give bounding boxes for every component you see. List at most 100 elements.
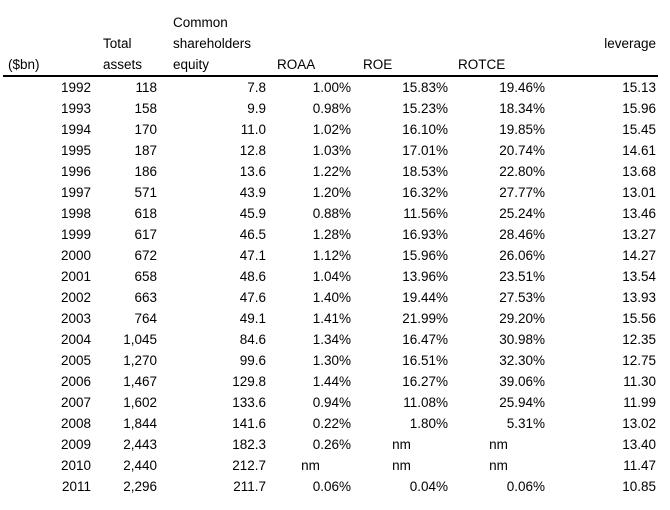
cell-leverage: 13.02 — [622, 416, 656, 431]
table-row: 1998 618 45.9 0.88% 11.56% 25.24% 13.46 — [3, 203, 658, 224]
cell-total-assets: 1,467 — [123, 374, 157, 389]
cell-year: 2004 — [60, 332, 91, 347]
cell-leverage: 13.93 — [622, 290, 656, 305]
cell-common-shareholders-equity: 211.7 — [233, 479, 266, 494]
cell-leverage: 13.46 — [622, 206, 656, 221]
cell-leverage: 12.75 — [622, 353, 656, 368]
table-row: 2009 2,443 182.3 0.26% nm nm 13.40 — [3, 434, 658, 455]
column-header-year: ($bn) — [8, 57, 40, 72]
cell-year: 2009 — [60, 437, 91, 452]
column-header-rotce: ROTCE — [458, 57, 506, 72]
cell-leverage: 15.56 — [622, 311, 656, 326]
cell-roe: nm — [392, 458, 411, 473]
table-row: 1995 187 12.8 1.03% 17.01% 20.74% 14.61 — [3, 140, 658, 161]
column-header-common-shareholders-equity: Common shareholders equity — [173, 15, 252, 72]
cell-total-assets: 187 — [134, 143, 157, 158]
cell-leverage: 11.99 — [623, 395, 656, 410]
table-row: 1992 118 7.8 1.00% 15.83% 19.46% 15.13 — [3, 77, 658, 98]
cell-roe: 16.93% — [402, 227, 448, 242]
cell-year: 1995 — [60, 143, 91, 158]
cell-leverage: 15.96 — [622, 101, 656, 116]
cell-leverage: 13.27 — [622, 227, 656, 242]
cell-roe: 15.96% — [402, 248, 448, 263]
table-body: 1992 118 7.8 1.00% 15.83% 19.46% 15.13 1993 158 9… — [3, 77, 658, 497]
cell-total-assets: 1,045 — [123, 332, 157, 347]
cell-common-shareholders-equity: 47.1 — [239, 248, 266, 263]
cell-roe: 11.56% — [403, 206, 448, 221]
cell-rotce: 28.46% — [499, 227, 545, 242]
cell-roe: 13.96% — [402, 269, 448, 284]
cell-total-assets: 2,443 — [123, 437, 157, 452]
cell-rotce: 26.06% — [499, 248, 545, 263]
cell-roe: 11.08% — [403, 395, 448, 410]
table-row: 1997 571 43.9 1.20% 16.32% 27.77% 13.01 — [3, 182, 658, 203]
cell-year: 2010 — [60, 458, 91, 473]
table-row: 2008 1,844 141.6 0.22% 1.80% 5.31% 13.02 — [3, 413, 658, 434]
cell-rotce: 18.34% — [499, 101, 545, 116]
cell-common-shareholders-equity: 47.6 — [239, 290, 266, 305]
cell-common-shareholders-equity: 212.7 — [232, 458, 266, 473]
cell-year: 2011 — [61, 479, 91, 494]
cell-leverage: 12.35 — [622, 332, 656, 347]
cell-common-shareholders-equity: 43.9 — [239, 185, 266, 200]
cell-rotce: 5.31% — [506, 416, 545, 431]
cell-roe: 0.04% — [409, 479, 448, 494]
table-header-row: ($bn) Total assets Common shareholders e… — [3, 12, 658, 77]
cell-year: 1993 — [60, 101, 91, 116]
cell-year: 2005 — [60, 353, 91, 368]
cell-total-assets: 617 — [134, 227, 157, 242]
cell-roaa: 1.22% — [312, 164, 351, 179]
table-row: 2010 2,440 212.7 nm nm nm 11.47 — [3, 455, 658, 476]
cell-common-shareholders-equity: 49.1 — [239, 311, 266, 326]
cell-roe: 16.32% — [402, 185, 448, 200]
cell-roaa: 1.12% — [312, 248, 351, 263]
cell-year: 2007 — [60, 395, 91, 410]
cell-roe: 16.27% — [402, 374, 448, 389]
cell-roaa: 1.02% — [312, 122, 351, 137]
table-row: 2005 1,270 99.6 1.30% 16.51% 32.30% 12.75 — [3, 350, 658, 371]
cell-common-shareholders-equity: 46.5 — [239, 227, 266, 242]
cell-roaa: 1.00% — [312, 80, 351, 95]
cell-roe: 16.47% — [402, 332, 448, 347]
cell-rotce: 19.46% — [499, 80, 545, 95]
cell-total-assets: 1,270 — [123, 353, 157, 368]
cell-roaa: 0.26% — [312, 437, 351, 452]
cell-rotce: nm — [489, 437, 508, 452]
cell-rotce: 25.24% — [499, 206, 545, 221]
cell-common-shareholders-equity: 9.9 — [247, 101, 266, 116]
cell-leverage: 13.68 — [622, 164, 656, 179]
cell-common-shareholders-equity: 133.6 — [232, 395, 266, 410]
column-header-roe: ROE — [363, 57, 393, 72]
cell-total-assets: 1,844 — [123, 416, 157, 431]
cell-total-assets: 2,440 — [123, 458, 157, 473]
cell-rotce: 22.80% — [499, 164, 545, 179]
cell-leverage: 11.30 — [623, 374, 656, 389]
cell-rotce: 25.94% — [499, 395, 545, 410]
table-row: 1994 170 11.0 1.02% 16.10% 19.85% 15.45 — [3, 119, 658, 140]
cell-roaa: 1.44% — [312, 374, 351, 389]
cell-roe: 16.51% — [402, 353, 448, 368]
cell-roaa: 1.04% — [312, 269, 351, 284]
table-row: 2011 2,296 211.7 0.06% 0.04% 0.06% 10.85 — [3, 476, 658, 497]
cell-common-shareholders-equity: 84.6 — [239, 332, 266, 347]
cell-total-assets: 618 — [134, 206, 157, 221]
cell-rotce: 0.06% — [506, 479, 545, 494]
cell-year: 2003 — [60, 311, 91, 326]
cell-leverage: 14.61 — [622, 143, 656, 158]
table-row: 2004 1,045 84.6 1.34% 16.47% 30.98% 12.35 — [3, 329, 658, 350]
cell-roe: nm — [392, 437, 411, 452]
cell-total-assets: 672 — [134, 248, 157, 263]
cell-total-assets: 764 — [134, 311, 157, 326]
cell-roe: 16.10% — [402, 122, 448, 137]
cell-leverage: 10.85 — [622, 479, 656, 494]
cell-leverage: 13.54 — [622, 269, 656, 284]
cell-roaa: 1.03% — [312, 143, 351, 158]
cell-common-shareholders-equity: 99.6 — [239, 353, 266, 368]
cell-common-shareholders-equity: 11.0 — [240, 122, 266, 137]
cell-year: 1992 — [60, 80, 91, 95]
cell-roe: 17.01% — [402, 143, 448, 158]
cell-leverage: 14.27 — [622, 248, 656, 263]
cell-total-assets: 186 — [134, 164, 157, 179]
cell-total-assets: 158 — [134, 101, 157, 116]
cell-roe: 15.23% — [402, 101, 448, 116]
